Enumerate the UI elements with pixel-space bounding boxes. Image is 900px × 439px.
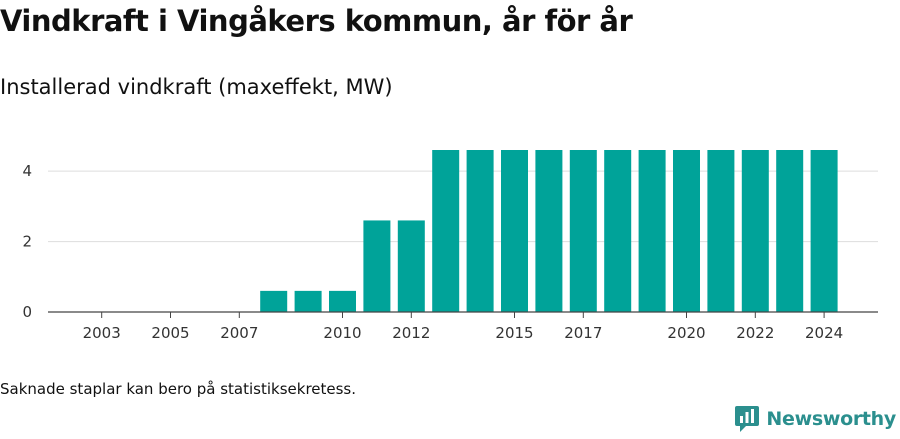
bars — [260, 150, 838, 312]
bar-2009 — [294, 290, 322, 312]
bar-2012 — [397, 220, 425, 312]
chart-subtitle: Installerad vindkraft (maxeffekt, MW) — [0, 75, 393, 99]
x-tick-label: 2024 — [805, 324, 843, 342]
bar-2022 — [741, 150, 769, 312]
bar-2019 — [638, 150, 666, 312]
bar-2013 — [432, 150, 460, 312]
y-tick-label: 0 — [22, 303, 32, 321]
grid-lines — [48, 170, 878, 243]
x-tick-label: 2012 — [392, 324, 430, 342]
y-tick-label: 2 — [22, 233, 32, 251]
bar-2008 — [260, 290, 288, 312]
x-tick-label: 2005 — [151, 324, 189, 342]
axes: 0 2 4 2003 2005 2007 2010 2012 2015 2017 2020 2022 2… — [22, 162, 878, 342]
brand-logo: Newsworthy — [734, 405, 896, 433]
y-tick-label: 4 — [22, 162, 32, 180]
bar-2010 — [329, 290, 356, 312]
bar-2018 — [604, 150, 632, 312]
bar-chart: 0 2 4 2003 2005 2007 2010 2012 2015 2017 2020 2022 2… — [22, 150, 878, 342]
bar-2016 — [535, 150, 563, 312]
bar-2014 — [466, 150, 494, 312]
bar-2023 — [776, 150, 804, 312]
x-tick-label: 2007 — [220, 324, 258, 342]
bar-2020 — [673, 150, 700, 312]
x-tick-label: 2022 — [736, 324, 774, 342]
x-tick-label: 2003 — [83, 324, 121, 342]
bar-2024 — [810, 150, 838, 312]
bar-2017 — [569, 150, 597, 312]
bar-2011 — [363, 220, 391, 312]
bar-2021 — [707, 150, 735, 312]
bar-2015 — [501, 150, 528, 312]
chart-title: Vindkraft i Vingåkers kommun, år för år — [0, 4, 633, 38]
brand-name: Newsworthy — [766, 408, 896, 430]
x-tick-label: 2015 — [495, 324, 533, 342]
x-tick-label: 2020 — [667, 324, 705, 342]
x-tick-label: 2010 — [323, 324, 361, 342]
footnote: Saknade staplar kan bero på statistiksek… — [0, 380, 357, 398]
newsworthy-logo-icon — [735, 406, 760, 432]
x-tick-label: 2017 — [564, 324, 602, 342]
